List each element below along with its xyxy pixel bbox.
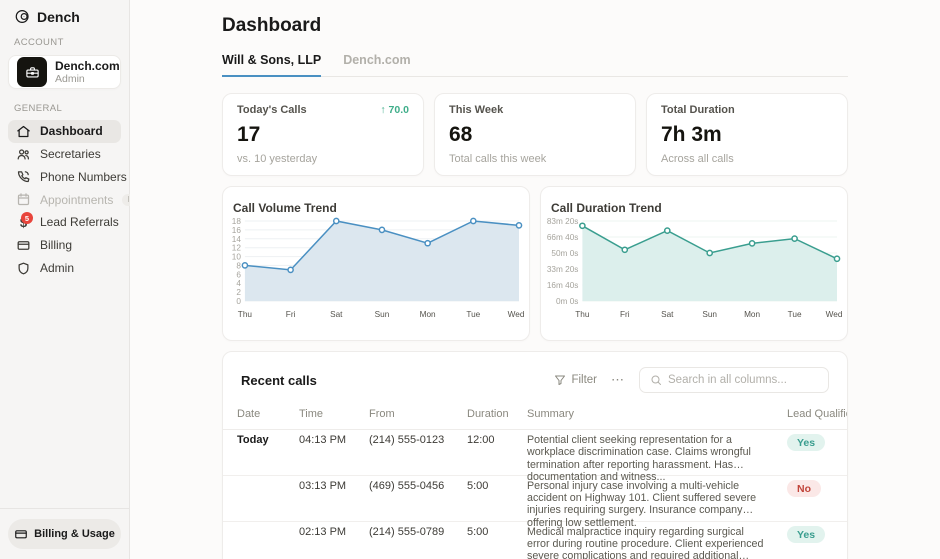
svg-text:Wed: Wed [508, 310, 525, 319]
svg-text:8: 8 [236, 261, 241, 270]
svg-text:16m 40s: 16m 40s [547, 281, 579, 290]
svg-text:0m 0s: 0m 0s [556, 297, 578, 306]
svg-text:Fri: Fri [286, 310, 296, 319]
svg-text:Thu: Thu [238, 310, 253, 319]
svg-text:16: 16 [232, 226, 242, 235]
svg-text:Sat: Sat [330, 310, 343, 319]
svg-text:14: 14 [232, 235, 242, 244]
svg-text:Mon: Mon [420, 310, 436, 319]
svg-text:66m 40s: 66m 40s [547, 233, 579, 242]
svg-text:Wed: Wed [826, 310, 843, 319]
svg-text:33m 20s: 33m 20s [547, 265, 579, 274]
svg-text:Tue: Tue [466, 310, 480, 319]
svg-text:4: 4 [236, 279, 241, 288]
svg-text:Sun: Sun [702, 310, 717, 319]
svg-text:Tue: Tue [788, 310, 802, 319]
svg-text:50m 0s: 50m 0s [551, 249, 578, 258]
svg-text:83m 20s: 83m 20s [547, 217, 579, 226]
svg-text:10: 10 [232, 253, 242, 262]
svg-text:Mon: Mon [744, 310, 760, 319]
svg-text:12: 12 [232, 244, 242, 253]
svg-text:Thu: Thu [575, 310, 590, 319]
svg-text:18: 18 [232, 217, 242, 226]
svg-text:6: 6 [236, 270, 241, 279]
svg-text:2: 2 [236, 288, 241, 297]
svg-text:Sun: Sun [375, 310, 390, 319]
svg-text:0: 0 [236, 297, 241, 306]
svg-text:Fri: Fri [620, 310, 630, 319]
svg-text:Sat: Sat [661, 310, 674, 319]
